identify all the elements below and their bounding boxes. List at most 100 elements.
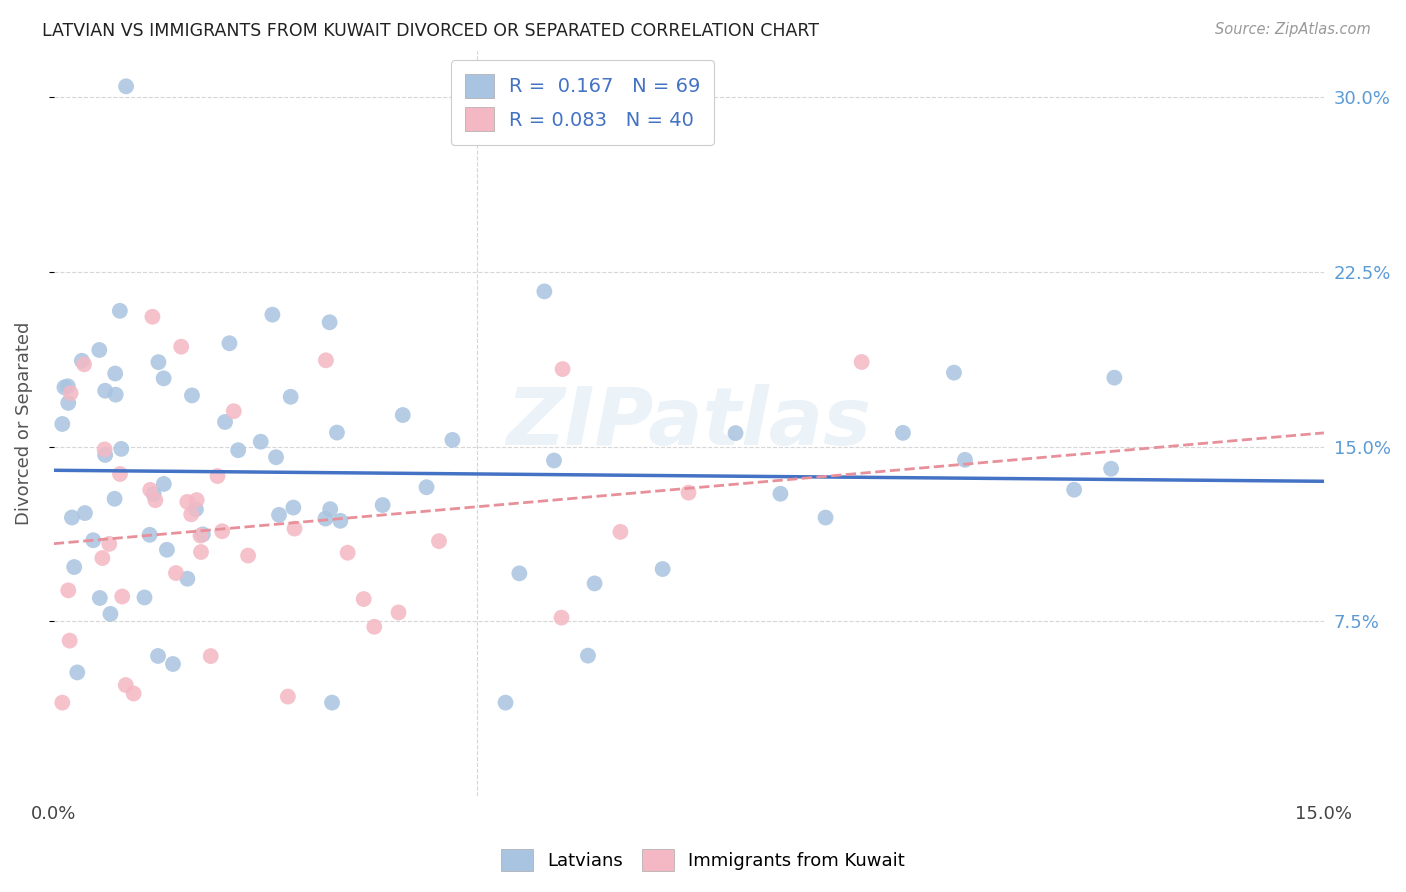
Text: ZIPatlas: ZIPatlas xyxy=(506,384,872,462)
Point xyxy=(191,527,214,541)
Text: LATVIAN VS IMMIGRANTS FROM KUWAIT DIVORCED OR SEPARATED CORRELATION CHART: LATVIAN VS IMMIGRANTS FROM KUWAIT DIVORC… xyxy=(42,22,820,40)
Point xyxy=(321,696,343,710)
Point xyxy=(103,491,125,506)
Point xyxy=(387,606,409,620)
Point xyxy=(543,453,565,467)
Point xyxy=(851,355,873,369)
Point xyxy=(280,390,302,404)
Point xyxy=(678,485,700,500)
Point xyxy=(51,417,73,431)
Point xyxy=(495,696,517,710)
Point xyxy=(277,690,299,704)
Point xyxy=(51,696,73,710)
Point xyxy=(371,498,394,512)
Point xyxy=(550,610,572,624)
Point xyxy=(139,483,162,497)
Point xyxy=(181,388,204,402)
Point xyxy=(267,508,290,522)
Point xyxy=(82,533,104,548)
Point xyxy=(576,648,599,663)
Point xyxy=(207,469,229,483)
Point xyxy=(91,551,114,566)
Point xyxy=(391,408,413,422)
Legend: R =  0.167   N = 69, R = 0.083   N = 40: R = 0.167 N = 69, R = 0.083 N = 40 xyxy=(451,61,714,145)
Point xyxy=(143,493,166,508)
Point xyxy=(142,487,165,501)
Point xyxy=(148,355,170,369)
Point xyxy=(651,562,673,576)
Point xyxy=(262,308,284,322)
Point xyxy=(156,542,179,557)
Point xyxy=(218,336,240,351)
Point xyxy=(115,79,138,94)
Point xyxy=(1104,370,1126,384)
Point xyxy=(551,362,574,376)
Point xyxy=(891,425,914,440)
Point xyxy=(114,678,136,692)
Point xyxy=(315,511,337,525)
Point xyxy=(222,404,245,418)
Point xyxy=(73,506,96,520)
Point xyxy=(1099,462,1122,476)
Point xyxy=(353,592,375,607)
Point xyxy=(94,384,117,398)
Point xyxy=(138,528,160,542)
Point xyxy=(89,591,111,605)
Point xyxy=(769,487,792,501)
Point xyxy=(53,380,76,394)
Point xyxy=(122,686,145,700)
Point xyxy=(953,452,976,467)
Point xyxy=(73,357,96,371)
Point xyxy=(236,549,259,563)
Point xyxy=(415,480,437,494)
Point xyxy=(104,387,127,401)
Point xyxy=(70,353,93,368)
Point xyxy=(942,366,965,380)
Point xyxy=(66,665,89,680)
Point xyxy=(104,367,127,381)
Point xyxy=(329,514,352,528)
Point xyxy=(108,303,131,318)
Point xyxy=(60,510,83,524)
Point xyxy=(146,648,169,663)
Point xyxy=(724,426,747,441)
Legend: Latvians, Immigrants from Kuwait: Latvians, Immigrants from Kuwait xyxy=(494,842,912,879)
Point xyxy=(283,522,305,536)
Point xyxy=(214,415,236,429)
Point xyxy=(59,386,82,401)
Point xyxy=(184,502,207,516)
Point xyxy=(427,534,450,549)
Point xyxy=(170,340,193,354)
Point xyxy=(190,528,212,542)
Point xyxy=(326,425,349,440)
Point xyxy=(165,566,187,580)
Point xyxy=(56,379,79,393)
Point xyxy=(89,343,111,357)
Point xyxy=(162,657,184,671)
Point xyxy=(319,502,342,516)
Point xyxy=(609,524,631,539)
Point xyxy=(176,572,198,586)
Point xyxy=(134,591,156,605)
Point xyxy=(108,467,131,481)
Point xyxy=(186,493,208,508)
Point xyxy=(58,583,80,598)
Point xyxy=(336,546,359,560)
Point xyxy=(152,371,174,385)
Point xyxy=(111,590,134,604)
Y-axis label: Divorced or Separated: Divorced or Separated xyxy=(15,321,32,524)
Point xyxy=(153,477,176,491)
Point xyxy=(318,315,340,329)
Point xyxy=(94,448,117,462)
Point xyxy=(58,396,80,410)
Point xyxy=(180,508,202,522)
Point xyxy=(249,434,271,449)
Point xyxy=(814,510,837,524)
Point xyxy=(176,495,198,509)
Point xyxy=(63,560,86,574)
Point xyxy=(508,566,530,581)
Point xyxy=(200,649,222,664)
Point xyxy=(110,442,132,456)
Point xyxy=(533,285,555,299)
Point xyxy=(59,633,82,648)
